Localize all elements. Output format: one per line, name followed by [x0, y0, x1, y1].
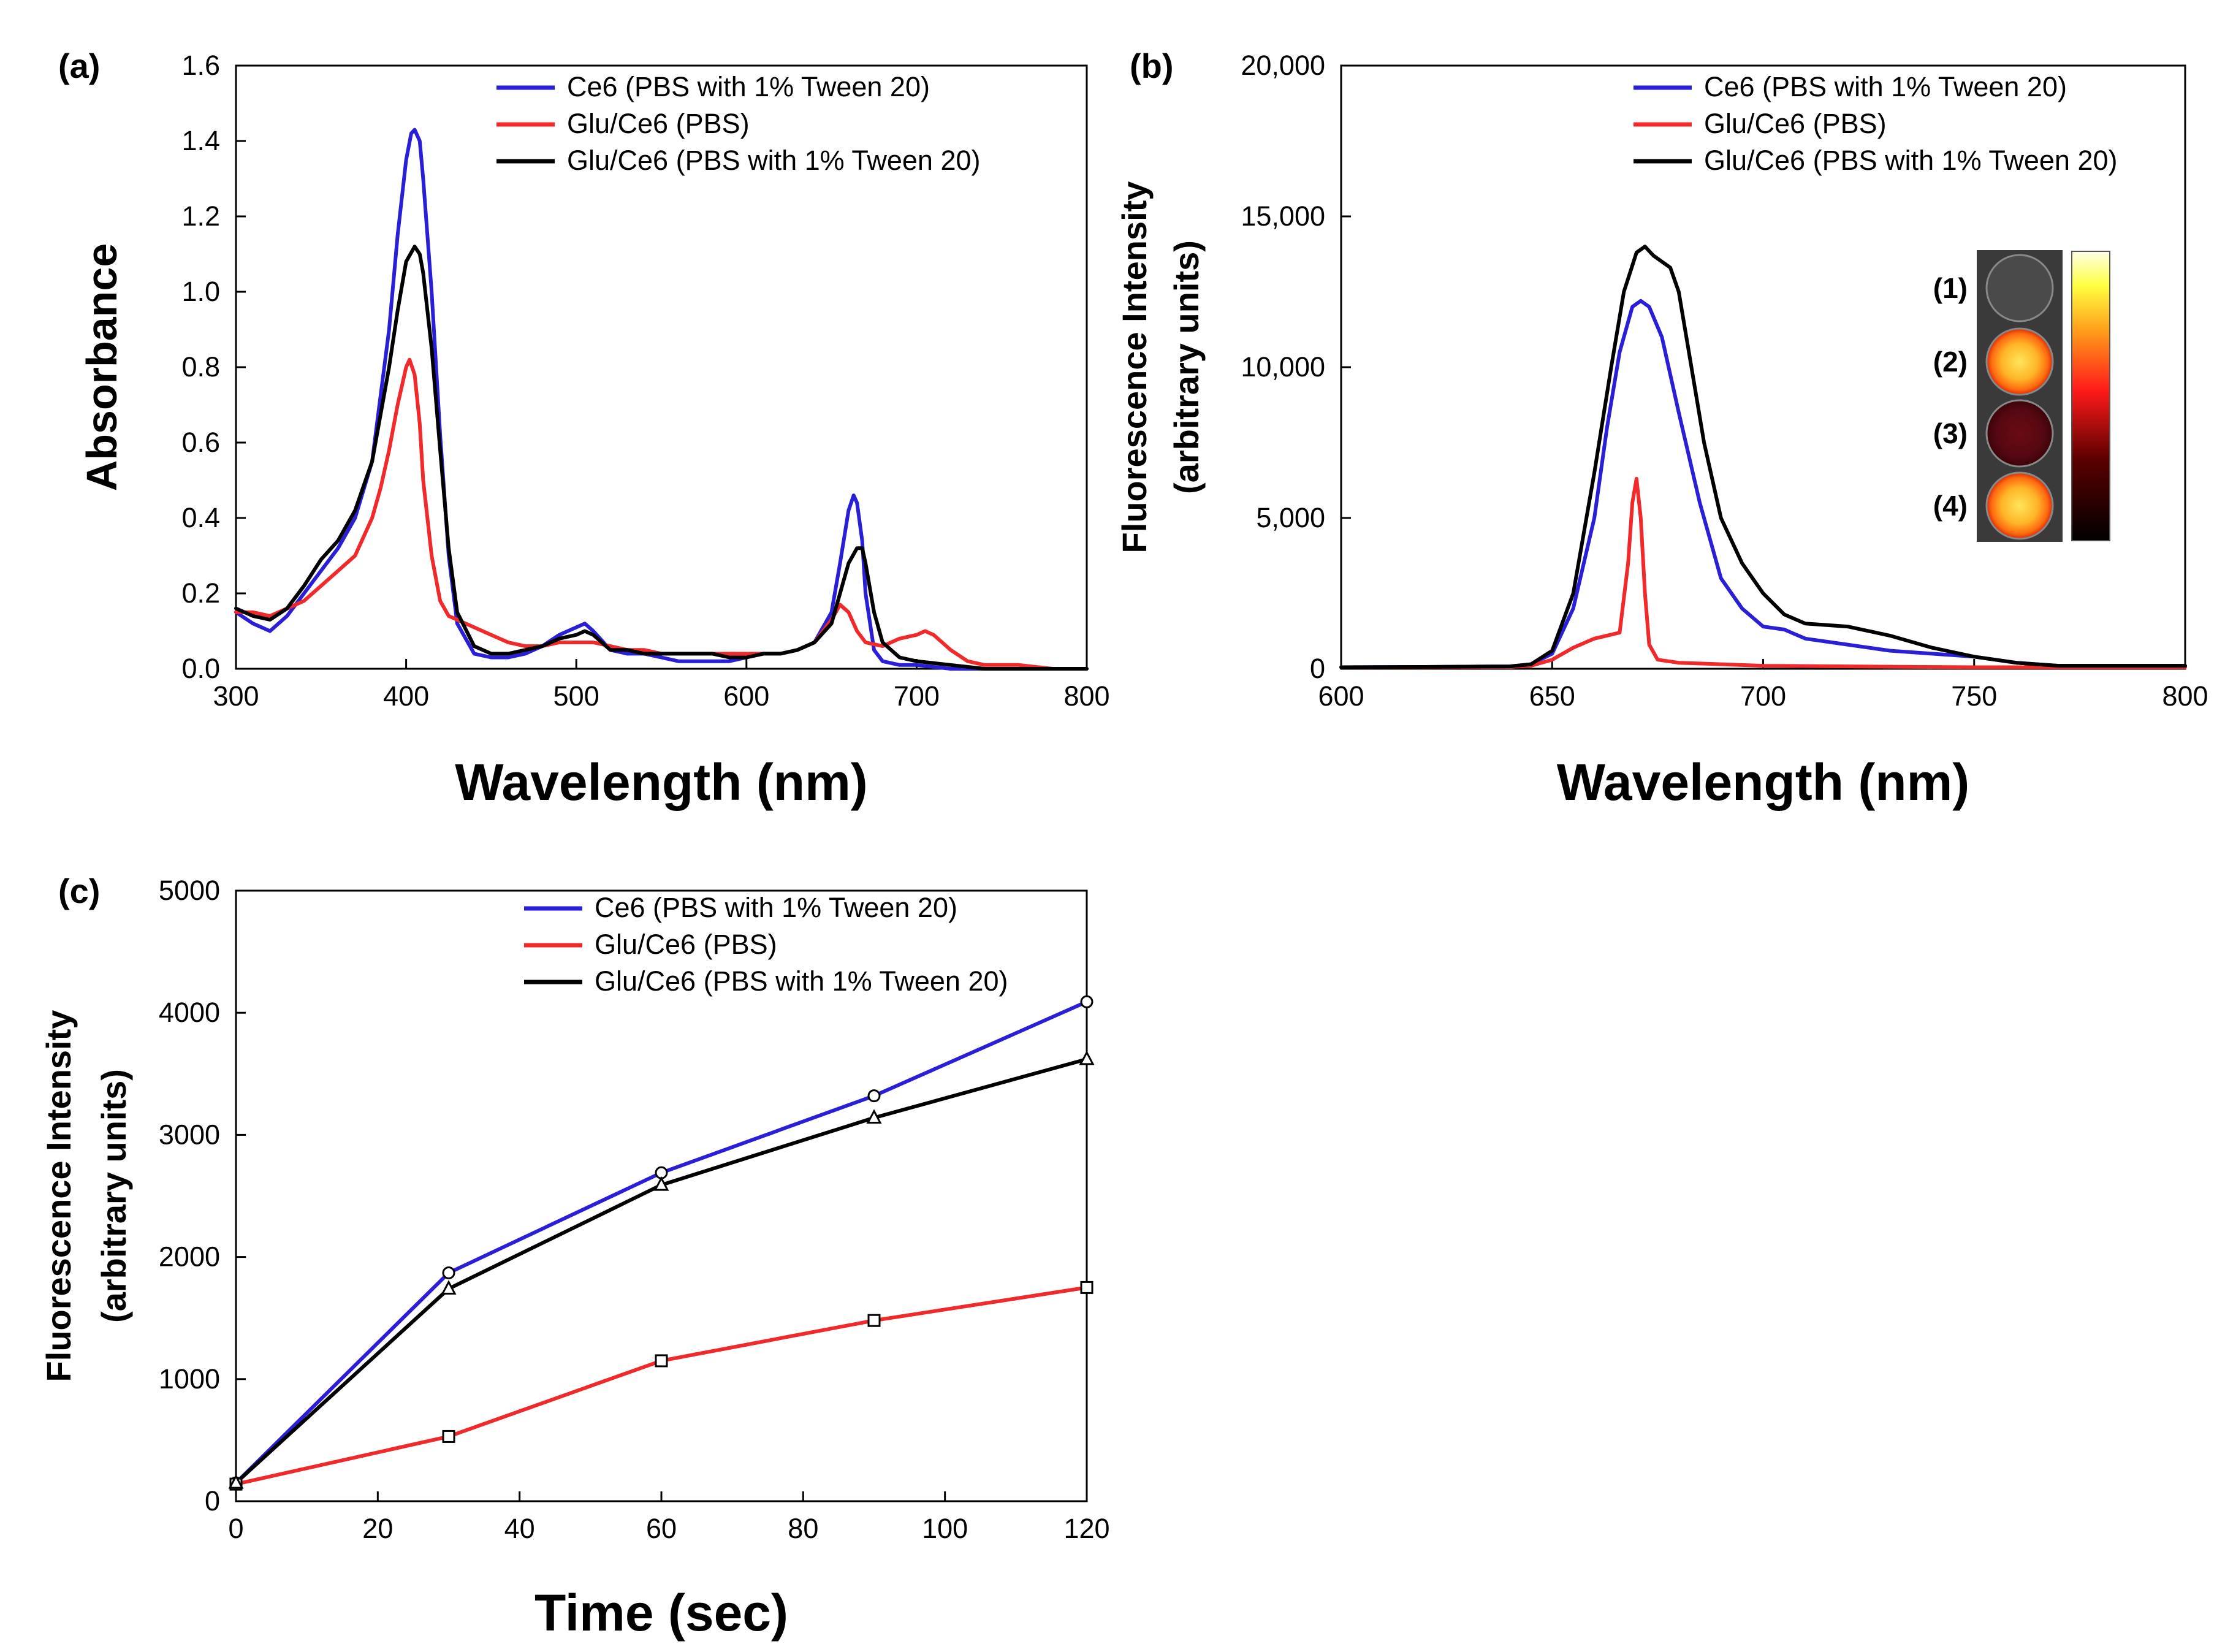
inset-well-label: (1): [1933, 272, 1968, 304]
y-tick-label: 0.6: [181, 427, 220, 458]
series-line-glu_tween: [234, 245, 1089, 671]
panel-label-c: (c): [58, 872, 100, 910]
fluorescence-image-inset: (1) (2) (3) (4): [1933, 250, 2110, 542]
y-tick-label: 0.2: [181, 577, 220, 609]
x-tick-label: 500: [553, 680, 599, 712]
y-axis-title: Fluorescence Intensity: [1115, 181, 1154, 554]
x-tick-label: 100: [922, 1513, 968, 1544]
y-axis-title: Absorbance: [78, 243, 126, 492]
y-tick-label: 4000: [159, 997, 220, 1028]
data-point-circle: [1080, 995, 1093, 1008]
sample-well-1: [1985, 254, 2054, 322]
y-tick-label: 1.6: [181, 50, 220, 81]
sample-well-4: [1985, 471, 2054, 540]
y-tick-label: 20,000: [1241, 50, 1325, 81]
chart-panel-b: (b) 600 650 700 750 800 0 5,000 10,000 15,000 20,0…: [1115, 47, 2208, 811]
y-tick-label: 0.4: [181, 502, 220, 533]
series-line-glu_pbs: [234, 357, 1089, 671]
x-axis-title: Wavelength (nm): [1557, 753, 1970, 811]
x-tick-label: 750: [1951, 680, 1997, 712]
x-tick-label: 800: [1063, 680, 1109, 712]
legend-label: Glu/Ce6 (PBS): [567, 108, 750, 139]
legend-label: Glu/Ce6 (PBS): [595, 929, 777, 960]
color-scale-bar: [2071, 251, 2110, 541]
data-point-circle: [867, 1089, 881, 1103]
x-tick-label: 300: [213, 680, 259, 712]
y-tick-label: 1.0: [181, 276, 220, 307]
x-tick-label: 120: [1063, 1513, 1109, 1544]
sample-well-2: [1985, 327, 2054, 396]
y-tick-label: 0.8: [181, 351, 220, 383]
chart-panel-a: (a) 300 400 500 600 700 800 0.0 0.2 0.4 0.6 0.8 1.0 1…: [58, 47, 1110, 811]
legend-label: Glu/Ce6 (PBS with 1% Tween 20): [1704, 145, 2118, 176]
x-tick-label: 80: [788, 1513, 818, 1544]
x-tick-label: 700: [894, 680, 940, 712]
x-tick-label: 20: [362, 1513, 393, 1544]
y-tick-label: 10,000: [1241, 351, 1325, 383]
data-point-square: [867, 1314, 881, 1327]
series-line-glu_pbs: [234, 1285, 1089, 1486]
data-point-square: [442, 1429, 455, 1443]
series-line-ce6: [234, 128, 1089, 671]
data-point-triangle: [866, 1109, 882, 1124]
x-tick-label: 700: [1740, 680, 1786, 712]
panel-label-a: (a): [58, 47, 100, 85]
panel-label-b: (b): [1130, 47, 1174, 85]
series-line-ce6: [234, 1000, 1089, 1485]
legend-label: Ce6 (PBS with 1% Tween 20): [567, 71, 930, 102]
data-point-circle: [442, 1266, 455, 1279]
data-point-triangle: [653, 1176, 669, 1191]
series-line-glu_pbs: [1339, 477, 2187, 669]
inset-well-label: (2): [1933, 346, 1968, 378]
y-tick-label: 1.2: [181, 200, 220, 232]
y-axis-title: Fluorescence Intensity: [39, 1010, 78, 1382]
legend-label: Glu/Ce6 (PBS): [1704, 108, 1887, 139]
y-tick-label: 1.4: [181, 125, 220, 156]
y-tick-label: 1000: [159, 1363, 220, 1395]
chart-panel-c: (c) 0 20 40 60 80 100 120 0 1000 2000 3000 4000 5000 T…: [39, 872, 1110, 1642]
data-point-square: [655, 1354, 668, 1368]
inset-well-label: (4): [1933, 490, 1968, 522]
x-tick-label: 60: [646, 1513, 677, 1544]
legend: Ce6 (PBS with 1% Tween 20) Glu/Ce6 (PBS) G…: [524, 892, 1008, 997]
y-tick-label: 15,000: [1241, 200, 1325, 232]
x-tick-label: 400: [383, 680, 429, 712]
legend: Ce6 (PBS with 1% Tween 20) Glu/Ce6 (PBS) G…: [496, 71, 981, 176]
y-tick-label: 0.0: [181, 653, 220, 684]
legend-label: Ce6 (PBS with 1% Tween 20): [1704, 71, 2067, 102]
data-point-triangle: [228, 1474, 244, 1489]
legend-label: Ce6 (PBS with 1% Tween 20): [595, 892, 957, 923]
x-tick-label: 800: [2162, 680, 2208, 712]
data-point-triangle: [441, 1280, 457, 1295]
x-tick-label: 40: [504, 1513, 535, 1544]
x-axis-title: Wavelength (nm): [455, 753, 868, 811]
data-point-triangle: [1079, 1050, 1095, 1065]
data-point-square: [1080, 1281, 1093, 1294]
x-axis-title: Time (sec): [534, 1584, 788, 1642]
x-tick-label: 650: [1529, 680, 1575, 712]
sample-well-3: [1985, 399, 2054, 468]
x-tick-label: 600: [723, 680, 769, 712]
x-tick-label: 600: [1318, 680, 1364, 712]
legend: Ce6 (PBS with 1% Tween 20) Glu/Ce6 (PBS) G…: [1634, 71, 2118, 176]
y-tick-label: 3000: [159, 1119, 220, 1150]
series-line-glu_tween: [234, 1057, 1089, 1485]
x-tick-label: 0: [228, 1513, 243, 1544]
y-axis-subtitle: (arbitrary units): [1167, 240, 1206, 494]
y-axis-subtitle: (arbitrary units): [94, 1069, 133, 1323]
y-tick-label: 5000: [159, 875, 220, 906]
y-tick-label: 0: [205, 1485, 220, 1517]
y-tick-label: 2000: [159, 1241, 220, 1273]
y-tick-label: 0: [1310, 653, 1325, 684]
inset-well-label: (3): [1933, 417, 1968, 449]
legend-label: Glu/Ce6 (PBS with 1% Tween 20): [567, 145, 981, 176]
series-line-glu_tween: [1339, 245, 2187, 669]
legend-label: Glu/Ce6 (PBS with 1% Tween 20): [595, 965, 1008, 997]
y-tick-label: 5,000: [1256, 502, 1325, 533]
